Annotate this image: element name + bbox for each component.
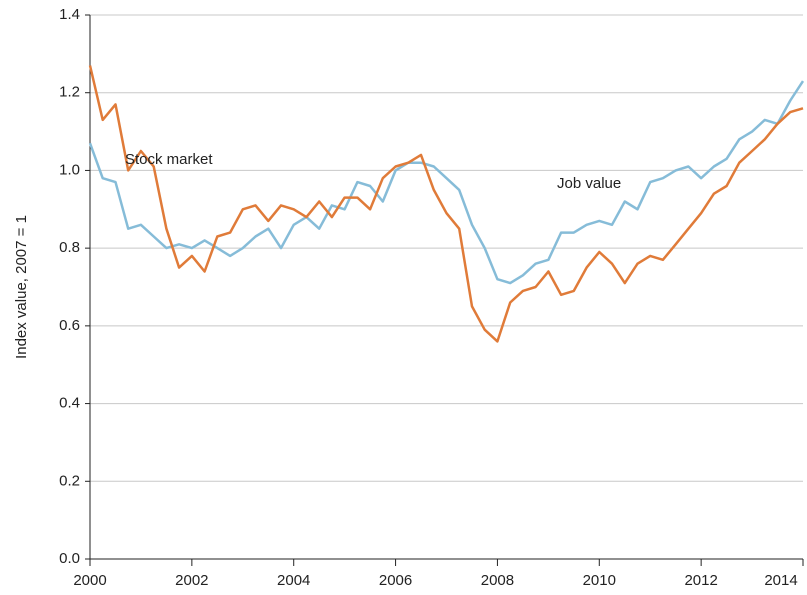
x-tick-label: 2004 [277, 572, 310, 589]
y-tick-label: 0.0 [59, 550, 80, 567]
annotation: Job value [557, 175, 621, 192]
annotation: Stock market [125, 151, 213, 168]
x-tick-label: 2012 [684, 572, 717, 589]
y-tick-label: 0.2 [59, 472, 80, 489]
y-tick-label: 1.0 [59, 161, 80, 178]
y-tick-label: 0.8 [59, 239, 80, 256]
x-tick-label: 2002 [175, 572, 208, 589]
y-tick-label: 0.6 [59, 317, 80, 334]
y-tick-label: 1.2 [59, 84, 80, 101]
x-tick-label: 2010 [583, 572, 616, 589]
x-tick-label: 2008 [481, 572, 514, 589]
series-line [88, 80, 805, 285]
x-tick-label: 2000 [73, 572, 106, 589]
y-tick-label: 1.4 [59, 6, 80, 23]
y-axis-label: Index value, 2007 = 1 [13, 215, 30, 359]
series-line [88, 65, 804, 343]
x-tick-label: 2006 [379, 572, 412, 589]
y-tick-label: 0.4 [59, 395, 80, 412]
x-tick-label: 2014 [764, 572, 797, 589]
